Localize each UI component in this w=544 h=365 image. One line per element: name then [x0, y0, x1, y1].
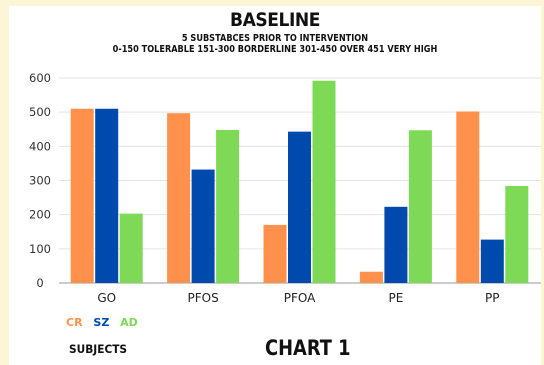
- chart-card: 0 100 200 300 400 500 600 GO PFOS PFOA PE PP BASELI…: [9, 6, 541, 365]
- y-tick-label: 500: [29, 105, 51, 119]
- bar-ad-pp: [505, 185, 529, 283]
- chart-title: BASELINE: [230, 9, 320, 31]
- y-tick-label: 400: [29, 139, 51, 153]
- bar-ad-pe: [408, 130, 432, 283]
- y-tick-label: 0: [36, 276, 43, 290]
- y-tick-label: 300: [29, 174, 51, 188]
- bar-sz-pfoa: [288, 131, 311, 283]
- bar-sz-pp: [480, 239, 504, 283]
- x-axis-title: SUBJECTS: [69, 342, 128, 356]
- y-tick-label: 100: [29, 242, 51, 256]
- bar-cr-pp: [456, 111, 480, 283]
- chart-number-label: CHART 1: [265, 336, 351, 360]
- bar-cr-pfos: [167, 113, 191, 283]
- x-tick-label: PP: [485, 291, 499, 305]
- legend-item-cr: CR: [66, 316, 83, 329]
- bar-sz-pfos: [191, 169, 215, 283]
- legend-item-sz: SZ: [93, 316, 110, 329]
- x-tick-label: PFOA: [284, 291, 316, 305]
- y-tick-label: 600: [29, 71, 51, 85]
- bar-sz-pe: [384, 206, 408, 283]
- chart-subtitle-line-1: 5 SUBSTABCES PRIOR TO INTERVENTION: [181, 33, 369, 44]
- legend-item-ad: AD: [120, 316, 138, 329]
- x-tick-label: PFOS: [187, 291, 218, 305]
- y-tick-label: 200: [29, 208, 51, 222]
- bar-cr-pe: [359, 271, 383, 283]
- chart-subtitle-line-2: 0-150 TOLERABLE 151-300 BORDERLINE 301-4…: [112, 44, 438, 55]
- bar-cr-go: [70, 108, 94, 283]
- x-tick-label: PE: [388, 291, 403, 305]
- chart-legend: CR SZ AD: [66, 316, 145, 329]
- bar-ad-pfos: [216, 129, 240, 283]
- bar-ad-pfoa: [312, 80, 336, 283]
- bar-chart: 0 100 200 300 400 500 600 GO PFOS PFOA PE PP: [29, 71, 541, 305]
- bar-sz-go: [95, 108, 119, 283]
- bar-ad-go: [119, 213, 143, 283]
- x-tick-label: GO: [97, 291, 116, 305]
- bar-cr-pfoa: [263, 224, 287, 283]
